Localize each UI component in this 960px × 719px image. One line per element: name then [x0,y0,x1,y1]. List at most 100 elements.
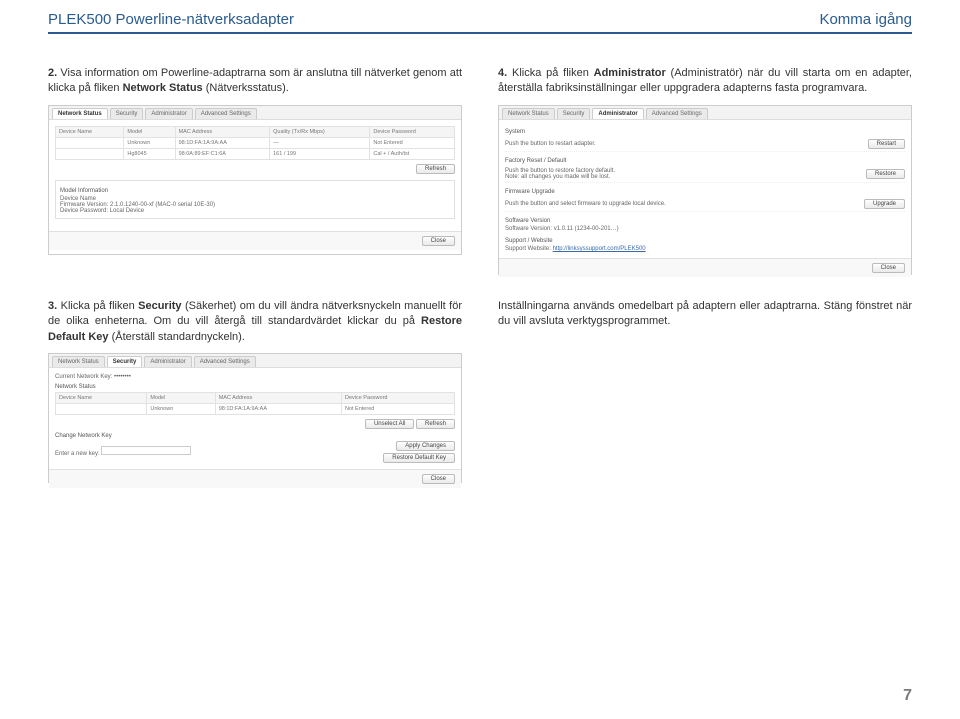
section-title: Firmware Upgrade [505,189,905,195]
table-header-row: Device Name Model MAC Address Device Pas… [56,392,455,403]
upgrade-button[interactable]: Upgrade [864,199,905,209]
tab-administrator[interactable]: Administrator [145,108,192,119]
step-text-pre: Klicka på fliken [61,300,139,312]
col-device: Device Name [56,126,124,137]
support-row: Support Website: http://linksyssupport.c… [505,246,905,252]
section-title: Software Version [505,218,905,224]
step-text-bold: Network Status [123,82,203,94]
cell: Unknown [124,137,175,148]
refresh-button[interactable]: Refresh [416,164,455,174]
step-text-bold1: Security [138,300,181,312]
page-header: PLEK500 Powerline-nätverksadapter Komma … [0,0,960,38]
unselect-button[interactable]: Unselect All [365,419,414,429]
step-4: 4. Klicka på fliken Administrator (Admin… [498,66,912,97]
col-model: Model [147,392,215,403]
col-model: Model [124,126,175,137]
tab-administrator[interactable]: Administrator [592,108,643,119]
cell: 98:1D:FA:1A:9A:AA [175,137,270,148]
step-text-post: (Nätverksstatus). [203,82,289,94]
breadcrumb: Komma igång [819,11,912,28]
restore-row: Push the button to restore factory defau… [505,166,905,183]
support-link[interactable]: http://linksyssupport.com/PLEK500 [553,246,646,252]
header-rule [48,32,912,34]
tab-bar: Network Status Security Administrator Ad… [49,106,461,120]
close-button[interactable]: Close [872,263,905,273]
cell: Not Entered [370,137,455,148]
cell: Not Entered [341,403,454,414]
note-text: Inställningarna används omedelbart på ad… [498,299,912,330]
cell: Unknown [147,403,215,414]
new-key-input[interactable] [101,446,191,455]
current-key-label: Current Network Key: •••••••• [55,374,455,380]
tab-network-status[interactable]: Network Status [52,356,105,367]
tab-administrator[interactable]: Administrator [144,356,191,367]
tab-security[interactable]: Security [107,356,143,367]
content-grid: 2. Visa information om Powerline-adaptra… [0,38,960,483]
upgrade-row: Push the button and select firmware to u… [505,197,905,212]
restore-default-key-button[interactable]: Restore Default Key [383,453,455,463]
step-text-pre: Klicka på fliken [512,67,594,79]
cell [56,403,147,414]
tab-advanced[interactable]: Advanced Settings [195,108,257,119]
dialog-footer: Close [49,231,461,250]
cell: Cal + / Auth/tst [370,148,455,159]
table-row: Unknown 98:1D:FA:1A:9A:AA — Not Entered [56,137,455,148]
screenshot-security: Network Status Security Administrator Ad… [48,353,462,483]
key-buttons: Apply Changes Restore Default Key [383,441,455,463]
restart-button[interactable]: Restart [868,139,905,149]
cell [56,137,124,148]
step-2: 2. Visa information om Powerline-adaptra… [48,66,462,97]
screenshot-administrator: Network Status Security Administrator Ad… [498,105,912,275]
screenshot-network-status: Network Status Security Administrator Ad… [48,105,462,255]
tab-network-status[interactable]: Network Status [52,108,108,119]
tab-security[interactable]: Security [557,108,591,119]
cell-note: Inställningarna används omedelbart på ad… [498,299,912,483]
table-row: Hg8045 98:0A:89:EF:C1:6A 161 / 199 Cal +… [56,148,455,159]
step-number: 4. [498,67,507,79]
new-key-row: Enter a new key: [55,446,191,457]
tab-bar: Network Status Security Administrator Ad… [499,106,911,120]
cell: 161 / 199 [270,148,370,159]
close-button[interactable]: Close [422,236,455,246]
doc-title: PLEK500 Powerline-nätverksadapter [48,11,294,28]
tab-advanced[interactable]: Advanced Settings [646,108,708,119]
restore-button[interactable]: Restore [866,169,905,179]
step-text-bold: Administrator [594,67,666,79]
cell [56,148,124,159]
restart-row: Push the button to restart adapter. Rest… [505,137,905,152]
step-text-post: (Återställ standardnyckeln). [109,331,245,343]
tab-advanced[interactable]: Advanced Settings [194,356,256,367]
section-title: Network Status [55,384,455,390]
tab-bar: Network Status Security Administrator Ad… [49,354,461,368]
restart-desc: Push the button to restart adapter. [505,141,596,147]
col-device: Device Name [56,392,147,403]
new-key-label: Enter a new key: [55,451,100,457]
col-quality: Quality (Tx/Rx Mbps) [270,126,370,137]
tab-network-status[interactable]: Network Status [502,108,555,119]
software-version-value: Software Version: v1.0.11 (1234-00-201…) [505,226,905,232]
section-title: Factory Reset / Default [505,158,905,164]
cell: 98:0A:89:EF:C1:6A [175,148,270,159]
col-mac: MAC Address [175,126,270,137]
step-3: 3. Klicka på fliken Security (Säkerhet) … [48,299,462,345]
step-number: 2. [48,67,57,79]
cell: — [270,137,370,148]
cell: Hg8045 [124,148,175,159]
table-header-row: Device Name Model MAC Address Quality (T… [56,126,455,137]
refresh-button[interactable]: Refresh [416,419,455,429]
device-table: Device Name Model MAC Address Quality (T… [55,126,455,160]
dialog-footer: Close [499,258,911,277]
restore-desc: Push the button to restore factory defau… [505,168,615,180]
model-info-block: Model Information Device Name Firmware V… [55,180,455,219]
close-button[interactable]: Close [422,474,455,484]
cell-step2: 2. Visa information om Powerline-adaptra… [48,66,462,275]
apply-button[interactable]: Apply Changes [396,441,455,451]
section-title: System [505,129,905,135]
section-title: Change Network Key [55,433,455,439]
restore-line2: Note: all changes you made will be lost. [505,174,610,180]
col-password: Device Password [341,392,454,403]
panel: System Push the button to restart adapte… [499,120,911,258]
col-password: Device Password [370,126,455,137]
tab-security[interactable]: Security [110,108,144,119]
device-table: Device Name Model MAC Address Device Pas… [55,392,455,415]
